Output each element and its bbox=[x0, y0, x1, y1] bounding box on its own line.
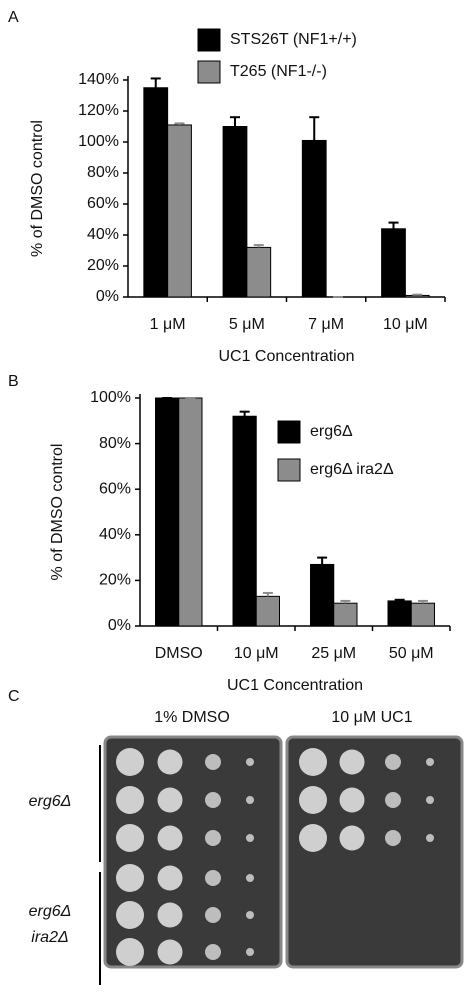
legend-swatch bbox=[197, 60, 221, 84]
y-tick-label: 140% bbox=[78, 71, 119, 88]
y-axis-label: % of DMSO control bbox=[49, 444, 66, 581]
x-tick-label: 25 μM bbox=[311, 645, 356, 662]
y-tick-label: 100% bbox=[78, 133, 119, 150]
colony-spot bbox=[339, 787, 365, 813]
colony-spot bbox=[116, 901, 144, 929]
colony-spot bbox=[205, 907, 221, 923]
legend-label: erg6Δ bbox=[310, 423, 353, 440]
colony-spot bbox=[426, 796, 434, 804]
x-tick-label: 10 μM bbox=[383, 316, 428, 333]
colony-spot bbox=[385, 830, 401, 846]
y-tick-label: 0% bbox=[108, 617, 131, 634]
bar bbox=[301, 139, 327, 298]
y-tick-label: 40% bbox=[99, 526, 131, 543]
y-tick-label: 0% bbox=[96, 288, 119, 305]
bar bbox=[246, 246, 272, 298]
colony-spot bbox=[385, 754, 401, 770]
strain-label: erg6Δ bbox=[29, 793, 72, 810]
colony-spot bbox=[246, 796, 254, 804]
legend-swatch bbox=[197, 28, 221, 52]
x-tick-label: 7 μM bbox=[308, 316, 344, 333]
legend-swatch bbox=[277, 420, 301, 444]
colony-spot bbox=[299, 824, 327, 852]
colony-spot bbox=[157, 787, 183, 813]
colony-spot bbox=[426, 834, 434, 842]
colony-spot bbox=[116, 938, 144, 966]
panel-label: B bbox=[8, 373, 19, 390]
colony-spot bbox=[205, 830, 221, 846]
plate bbox=[103, 735, 283, 969]
plate bbox=[285, 735, 464, 969]
colony-spot bbox=[246, 758, 254, 766]
colony-spot bbox=[205, 944, 221, 960]
panel-label: C bbox=[8, 688, 20, 705]
bar bbox=[178, 397, 203, 627]
y-tick-label: 20% bbox=[99, 572, 131, 589]
legend-label: T265 (NF1-/-) bbox=[230, 63, 327, 80]
strain-label: erg6Δ bbox=[29, 903, 72, 920]
condition-label: 1% DMSO bbox=[154, 709, 230, 726]
y-tick-label: 80% bbox=[99, 435, 131, 452]
bar bbox=[222, 126, 248, 298]
colony-spot bbox=[246, 834, 254, 842]
bar bbox=[310, 563, 335, 627]
colony-spot bbox=[385, 792, 401, 808]
colony-spot bbox=[157, 749, 183, 775]
bar bbox=[232, 415, 257, 627]
colony-spot bbox=[299, 786, 327, 814]
bar bbox=[387, 600, 412, 627]
colony-spot bbox=[426, 758, 434, 766]
y-tick-label: 60% bbox=[99, 480, 131, 497]
x-tick-label: 1 μM bbox=[150, 316, 186, 333]
x-tick-label: DMSO bbox=[155, 645, 203, 662]
bar bbox=[410, 602, 435, 627]
y-axis-label: % of DMSO control bbox=[29, 120, 46, 257]
legend-swatch bbox=[277, 458, 301, 482]
colony-spot bbox=[246, 948, 254, 956]
y-tick-label: 20% bbox=[87, 257, 119, 274]
legend-label: STS26T (NF1+/+) bbox=[230, 31, 357, 48]
bar bbox=[404, 294, 430, 298]
colony-spot bbox=[246, 874, 254, 882]
x-tick-label: 50 μM bbox=[389, 645, 434, 662]
y-tick-label: 100% bbox=[90, 389, 131, 406]
colony-spot bbox=[339, 749, 365, 775]
colony-spot bbox=[339, 825, 365, 851]
x-tick-label: 10 μM bbox=[234, 645, 279, 662]
colony-spot bbox=[299, 748, 327, 776]
bar bbox=[381, 228, 406, 298]
colony-spot bbox=[157, 902, 183, 928]
colony-spot bbox=[116, 786, 144, 814]
colony-spot bbox=[157, 825, 183, 851]
condition-label: 10 μM UC1 bbox=[331, 709, 412, 726]
x-axis-label: UC1 Concentration bbox=[218, 348, 354, 365]
strain-label: ira2Δ bbox=[31, 929, 68, 946]
bar bbox=[155, 397, 180, 627]
colony-spot bbox=[205, 754, 221, 770]
bar bbox=[143, 87, 169, 298]
x-tick-label: 5 μM bbox=[229, 316, 265, 333]
colony-spot bbox=[116, 824, 144, 852]
panel-label: A bbox=[8, 9, 19, 26]
colony-spot bbox=[116, 864, 144, 892]
colony-spot bbox=[157, 865, 183, 891]
y-tick-label: 120% bbox=[78, 102, 119, 119]
colony-spot bbox=[205, 870, 221, 886]
colony-spot bbox=[157, 939, 183, 965]
y-tick-label: 80% bbox=[87, 164, 119, 181]
bar bbox=[255, 595, 280, 627]
x-axis-label: UC1 Concentration bbox=[227, 677, 363, 694]
bar bbox=[333, 602, 358, 627]
legend-label: erg6Δ ira2Δ bbox=[310, 461, 394, 478]
y-tick-label: 60% bbox=[87, 195, 119, 212]
colony-spot bbox=[205, 792, 221, 808]
bar bbox=[167, 124, 192, 298]
colony-spot bbox=[246, 911, 254, 919]
y-tick-label: 40% bbox=[87, 226, 119, 243]
colony-spot bbox=[116, 748, 144, 776]
